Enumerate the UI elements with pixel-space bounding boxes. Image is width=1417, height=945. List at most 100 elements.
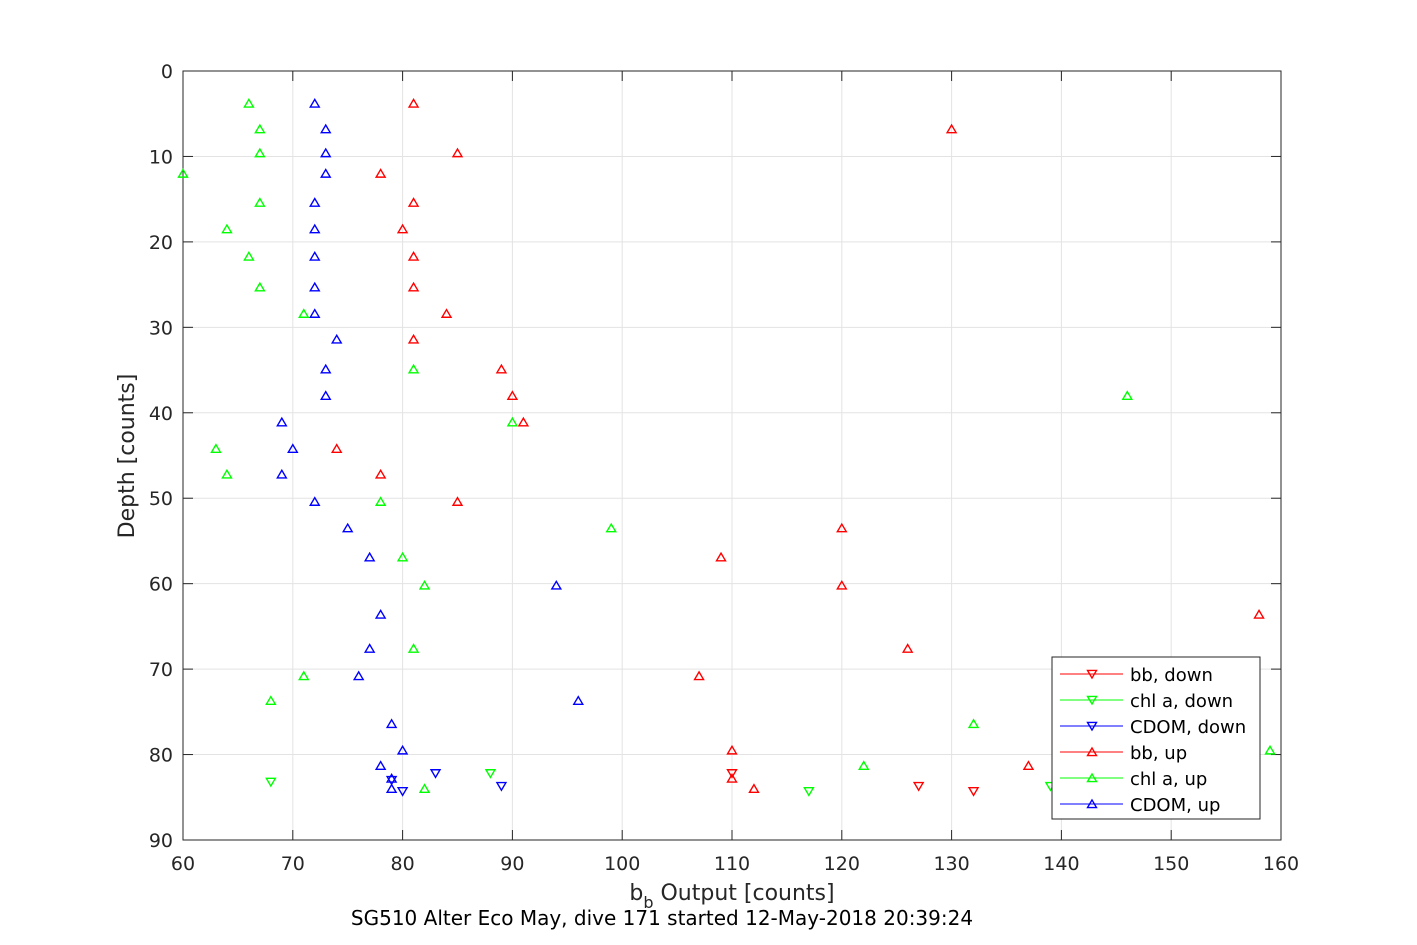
data-point — [407, 250, 420, 261]
data-point — [726, 769, 738, 779]
data-point — [374, 168, 387, 178]
data-point — [748, 783, 760, 794]
x-axis-label: bb Output [counts] — [629, 881, 834, 912]
x-tick-label: 160 — [1263, 853, 1299, 875]
data-point — [276, 468, 288, 479]
legend: bb, down chl a, down CDOM, down bb, up chl a… — [1051, 656, 1261, 820]
data-point — [517, 416, 530, 427]
data-point — [320, 147, 332, 158]
data-point — [330, 443, 343, 453]
x-tick-label: 70 — [281, 853, 305, 875]
data-point — [912, 781, 925, 792]
data-point — [210, 443, 222, 453]
x-tick-label: 120 — [824, 853, 860, 875]
data-point — [1121, 390, 1134, 400]
x-axis-label-rest: Output [counts] — [654, 881, 835, 906]
x-tick-label: 80 — [391, 853, 415, 875]
x-tick-label: 90 — [500, 853, 524, 875]
legend-marker — [1086, 721, 1098, 732]
y-tick-label: 10 — [149, 146, 173, 168]
data-point — [374, 608, 387, 619]
legend-label: bb, down — [1130, 665, 1213, 686]
data-point — [396, 223, 409, 234]
data-point — [265, 777, 277, 788]
data-point — [374, 760, 387, 770]
data-point — [407, 333, 420, 344]
data-marks — [177, 98, 1276, 797]
data-point — [320, 390, 332, 400]
x-axis-label-main: b — [629, 881, 643, 906]
data-point — [572, 695, 585, 706]
y-tick-label: 40 — [149, 403, 173, 425]
legend-label: bb, up — [1130, 743, 1187, 764]
data-point — [440, 308, 453, 318]
data-point — [1022, 760, 1035, 770]
data-point — [407, 643, 420, 653]
data-point — [418, 783, 431, 794]
data-point — [858, 760, 870, 770]
data-point — [385, 773, 398, 783]
x-tick-label: 150 — [1153, 853, 1189, 875]
data-point — [550, 579, 563, 590]
data-point — [495, 781, 508, 792]
x-tick-label: 60 — [171, 853, 195, 875]
data-point — [506, 416, 519, 427]
x-tick-label: 130 — [933, 853, 969, 875]
data-point — [693, 670, 705, 681]
series-chl-a-up — [177, 98, 1276, 794]
legend-marker — [1086, 772, 1098, 783]
legend-marker — [1086, 669, 1098, 680]
data-point — [836, 522, 848, 533]
data-point — [309, 308, 321, 318]
data-point — [363, 643, 376, 653]
y-tick-label: 0 — [161, 61, 173, 83]
data-point — [320, 123, 332, 134]
data-point — [309, 250, 321, 261]
data-point — [254, 123, 266, 134]
data-point — [418, 579, 431, 590]
y-tick-label: 80 — [149, 745, 173, 767]
data-point — [330, 333, 343, 344]
data-point — [298, 308, 310, 318]
series-cdom-down — [385, 769, 508, 797]
data-point — [320, 168, 332, 178]
data-point — [341, 522, 354, 533]
data-point — [967, 718, 980, 729]
y-tick-label: 30 — [149, 317, 173, 339]
x-axis-label-subscript: b — [643, 893, 653, 912]
data-point — [309, 98, 321, 108]
data-point — [320, 363, 332, 374]
legend-marker — [1086, 798, 1098, 809]
data-point — [495, 363, 508, 374]
data-point — [254, 147, 266, 158]
data-point — [429, 769, 442, 779]
data-point — [309, 281, 321, 292]
data-point — [945, 123, 958, 134]
data-point — [407, 281, 420, 292]
y-tick-label: 60 — [149, 574, 173, 596]
data-point — [396, 551, 409, 562]
data-point — [309, 223, 321, 234]
data-point — [276, 416, 288, 427]
data-point — [385, 718, 398, 729]
data-point — [1253, 608, 1265, 619]
x-tick-label: 140 — [1043, 853, 1079, 875]
data-point — [243, 250, 255, 261]
series-bb-up — [330, 98, 1265, 794]
data-point — [363, 551, 376, 562]
x-tick-label: 100 — [604, 853, 640, 875]
data-point — [396, 744, 409, 755]
figure-caption: SG510 Alter Eco May, dive 171 started 12… — [351, 906, 973, 930]
data-point — [506, 390, 519, 400]
data-point — [1264, 744, 1276, 755]
data-point — [177, 168, 189, 178]
y-tick-label: 70 — [149, 659, 173, 681]
data-point — [254, 197, 266, 207]
data-point — [385, 775, 398, 786]
data-point — [396, 786, 409, 797]
legend-label: CDOM, down — [1130, 717, 1246, 738]
data-point — [407, 363, 420, 374]
series-bb-down — [726, 769, 980, 797]
legend-box — [1051, 656, 1261, 820]
data-point — [451, 496, 464, 506]
